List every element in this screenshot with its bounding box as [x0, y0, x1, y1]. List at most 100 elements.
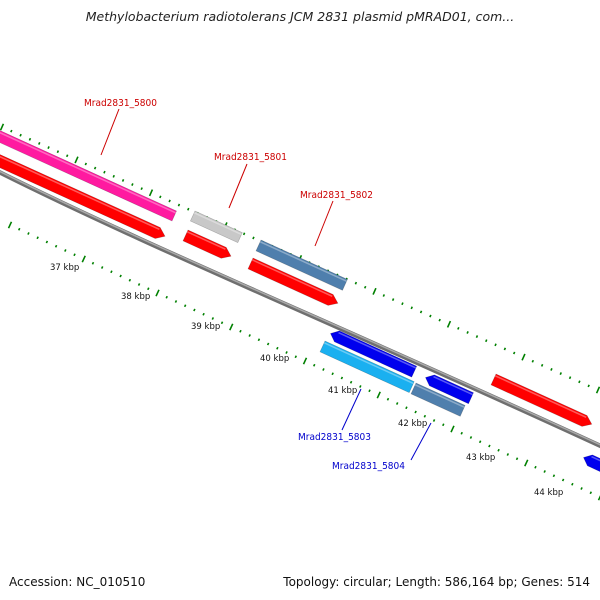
feature-reverse-cds-2-highlight [433, 376, 473, 396]
inner-tick-mark [515, 457, 519, 461]
inner-tick-mark [7, 221, 13, 229]
outer-tick-mark [103, 170, 106, 174]
outer-tick-mark [131, 183, 134, 186]
inner-tick-mark [349, 380, 353, 384]
kbp-label-37: 37 kbp [50, 263, 79, 273]
outer-tick-mark [148, 189, 154, 197]
feature-forward-cds-3[interactable] [247, 257, 339, 306]
outer-tick-mark [65, 154, 69, 158]
inner-tick-mark [239, 329, 242, 333]
outer-tick-mark [410, 306, 413, 310]
inner-tick-mark [27, 232, 30, 235]
feature-mrad2831-5803[interactable] [319, 340, 415, 393]
inner-tick-mark [73, 253, 76, 257]
gene-label-mrad2831-5804[interactable]: Mrad2831_5804 [332, 461, 405, 472]
kbp-label-43: 43 kbp [466, 453, 495, 463]
inner-tick-mark [580, 487, 583, 490]
outer-tick-mark [168, 199, 171, 203]
outer-tick-mark [438, 318, 441, 322]
outer-tick-mark [540, 363, 544, 367]
inner-tick-mark [469, 436, 473, 439]
inner-tick-mark [276, 346, 279, 350]
outer-tick-mark [595, 386, 600, 394]
inner-tick-mark [450, 425, 455, 433]
feature-forward-cds-2[interactable] [182, 229, 232, 259]
inner-tick-mark [312, 363, 316, 367]
inner-tick-mark [423, 414, 427, 418]
outer-tick-mark [354, 281, 358, 285]
outer-tick-mark [382, 294, 386, 297]
inner-tick-mark [202, 312, 205, 316]
kbp-label-39: 39 kbp [191, 322, 220, 332]
gene-label-mrad2831-5803[interactable]: Mrad2831_5803 [298, 432, 371, 443]
gene-label-mrad2831-5801[interactable]: Mrad2831_5801 [214, 152, 287, 163]
outer-tick-mark [56, 150, 60, 154]
topology-summary-text: Topology: circular; Length: 586,164 bp; … [283, 575, 590, 589]
outer-tick-mark [446, 320, 452, 328]
feature-mrad2831-5804[interactable] [410, 382, 466, 417]
gene-label-mrad2831-5802[interactable]: Mrad2831_5802 [300, 190, 373, 201]
inner-tick-mark [220, 321, 224, 325]
inner-tick-mark [183, 304, 187, 308]
inner-tick-mark [432, 419, 436, 422]
outer-tick-mark [140, 187, 143, 191]
inner-tick-mark [359, 385, 362, 388]
outer-tick-mark [587, 384, 590, 388]
outer-tick-mark [93, 166, 97, 170]
inner-tick-mark [36, 236, 39, 240]
inner-tick-mark [524, 459, 529, 467]
feature-mrad2831-5802[interactable] [255, 239, 348, 291]
feature-reverse-cds-1-highlight [338, 332, 417, 369]
feature-reverse-cds-2[interactable] [425, 374, 474, 405]
inner-tick-mark [81, 255, 86, 263]
outer-tick-mark [121, 179, 125, 182]
inner-tick-mark [506, 453, 510, 456]
feature-mrad2831-5800-highlight [0, 131, 177, 214]
leader-line-5803 [341, 388, 362, 431]
gene-label-mrad2831-5800[interactable]: Mrad2831_5800 [84, 98, 157, 109]
outer-tick-mark [485, 339, 488, 343]
outer-tick-mark [475, 335, 479, 338]
inner-tick-mark [534, 465, 537, 469]
outer-tick-mark [74, 156, 79, 164]
outer-tick-mark [84, 162, 88, 166]
outer-tick-mark [531, 359, 535, 363]
outer-tick-mark [47, 146, 50, 149]
outer-tick-mark [559, 372, 562, 375]
inner-tick-mark [340, 376, 344, 380]
inner-tick-mark [331, 372, 334, 376]
inner-tick-mark [110, 270, 113, 274]
kbp-label-42: 42 kbp [398, 419, 427, 429]
inner-tick-mark [155, 289, 160, 297]
inner-tick-mark [597, 495, 600, 501]
outer-tick-mark [177, 203, 181, 207]
feature-mrad2831-5801[interactable] [190, 210, 243, 243]
inner-tick-mark [119, 274, 122, 278]
feature-mrad2831-5800[interactable] [0, 126, 177, 222]
inner-tick-mark [368, 389, 371, 393]
feature-reverse-cds-1[interactable] [330, 330, 418, 378]
feature-mrad2831-5801-highlight [193, 212, 242, 236]
feature-forward-cds-4[interactable] [490, 373, 593, 427]
inner-tick-mark [294, 355, 298, 359]
outer-tick-mark [0, 123, 5, 131]
outer-tick-mark [578, 380, 581, 384]
feature-forward-cds-1[interactable] [0, 150, 166, 239]
outer-tick-mark [19, 133, 22, 137]
outer-tick-mark [419, 310, 423, 314]
feature-forward-cds-4-highlight [494, 375, 587, 418]
feature-reverse-cds-3[interactable] [583, 454, 600, 476]
outer-tick-mark [159, 195, 162, 199]
kbp-label-44: 44 kbp [534, 488, 563, 498]
outer-tick-mark [112, 174, 115, 178]
inner-tick-mark [165, 295, 168, 299]
inner-tick-mark [193, 308, 196, 312]
accession-text: Accession: NC_010510 [9, 575, 146, 589]
outer-tick-mark [521, 353, 526, 361]
outer-tick-mark [372, 287, 377, 295]
inner-tick-mark [64, 249, 67, 252]
inner-tick-mark [91, 261, 95, 265]
inner-tick-mark [395, 402, 399, 405]
map-title: Methylobacterium radiotolerans JCM 2831 … [85, 9, 515, 24]
